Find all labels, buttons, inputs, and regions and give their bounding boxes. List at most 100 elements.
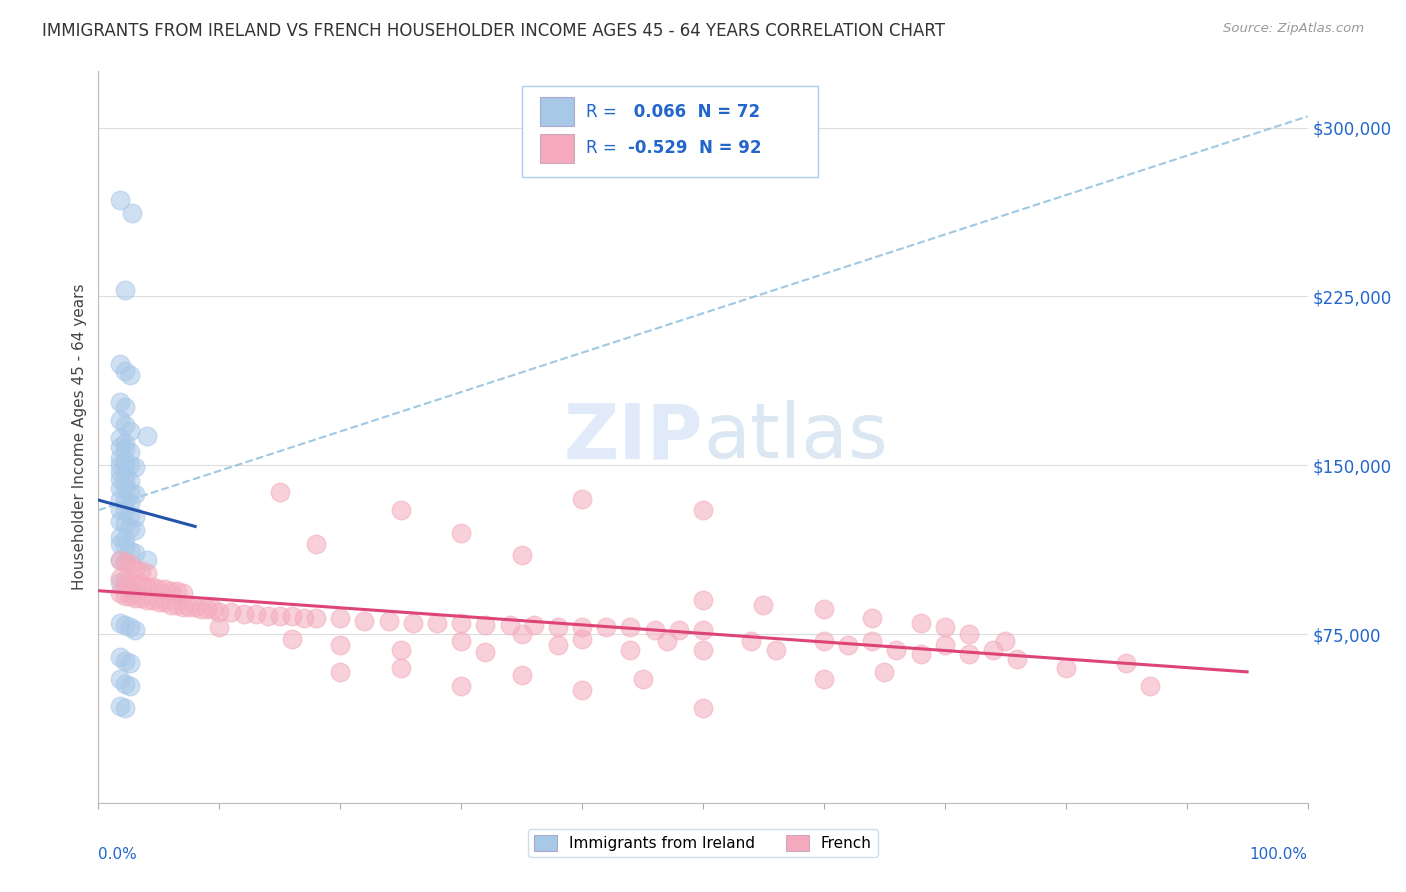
Point <box>256 609 278 624</box>
Point <box>389 503 412 517</box>
Point <box>329 638 352 652</box>
Point <box>124 591 146 605</box>
Point <box>692 623 714 637</box>
Point <box>172 599 194 614</box>
Point <box>114 442 136 457</box>
Point <box>450 525 472 540</box>
Point <box>269 485 291 500</box>
Point <box>135 553 157 567</box>
Point <box>910 615 932 630</box>
Point <box>655 633 678 648</box>
Point <box>121 206 143 220</box>
Point <box>114 539 136 553</box>
Point <box>118 620 141 634</box>
Point <box>232 607 254 621</box>
Point <box>886 642 908 657</box>
Point <box>281 609 304 624</box>
Point <box>108 586 131 600</box>
Point <box>619 620 641 634</box>
Point <box>114 364 136 378</box>
Point <box>740 633 762 648</box>
Point <box>353 614 375 628</box>
Text: Source: ZipAtlas.com: Source: ZipAtlas.com <box>1223 22 1364 36</box>
Point <box>1115 657 1137 671</box>
Point <box>118 657 141 671</box>
Point <box>118 425 141 439</box>
Point <box>118 444 141 458</box>
Point <box>114 458 136 473</box>
Point <box>108 537 131 551</box>
Point <box>934 620 956 634</box>
Point <box>129 591 152 605</box>
Point <box>114 573 136 587</box>
Text: R =: R = <box>586 139 621 157</box>
Point <box>160 584 183 599</box>
Point <box>108 575 131 590</box>
Point <box>108 431 131 445</box>
Text: R =: R = <box>586 103 621 120</box>
Point <box>108 472 131 486</box>
Point <box>118 582 141 596</box>
Point <box>389 661 412 675</box>
Point <box>860 611 883 625</box>
Text: 0.0%: 0.0% <box>98 847 138 862</box>
Point <box>547 620 569 634</box>
Legend: Immigrants from Ireland, French: Immigrants from Ireland, French <box>529 830 877 857</box>
Point <box>377 614 399 628</box>
Point <box>208 620 231 634</box>
Point <box>813 602 835 616</box>
Point <box>108 571 131 585</box>
Bar <box>540 134 574 163</box>
Point <box>208 605 231 619</box>
Point <box>148 595 170 609</box>
Point <box>108 357 131 371</box>
Point <box>114 467 136 482</box>
Point <box>166 598 188 612</box>
Point <box>510 548 533 562</box>
Point <box>692 701 714 715</box>
Point <box>269 609 291 624</box>
Point <box>124 623 146 637</box>
Point <box>160 598 183 612</box>
Point <box>474 618 496 632</box>
Point <box>389 642 412 657</box>
Point <box>129 577 152 591</box>
Point <box>498 618 520 632</box>
Point <box>523 618 546 632</box>
Point <box>957 647 980 661</box>
Point <box>450 615 472 630</box>
Point <box>114 533 136 547</box>
Point <box>619 642 641 657</box>
Point <box>118 485 141 500</box>
Point <box>114 453 136 467</box>
Point <box>571 620 593 634</box>
Point <box>166 584 188 599</box>
Point <box>934 638 956 652</box>
Point <box>292 611 315 625</box>
Point <box>752 598 775 612</box>
Text: atlas: atlas <box>703 401 887 474</box>
Point <box>124 577 146 591</box>
Point <box>118 558 141 572</box>
Point <box>118 521 141 535</box>
Point <box>108 465 131 479</box>
Point <box>135 566 157 581</box>
Point <box>108 615 131 630</box>
Point <box>108 553 131 567</box>
Point <box>124 510 146 524</box>
Point <box>692 593 714 607</box>
Point <box>474 645 496 659</box>
Point <box>957 627 980 641</box>
Point <box>329 665 352 680</box>
Point <box>245 607 267 621</box>
Point <box>195 602 218 616</box>
Point <box>108 699 131 714</box>
Point <box>692 503 714 517</box>
Point <box>108 491 131 506</box>
Point <box>114 555 136 569</box>
Point <box>571 683 593 698</box>
Point <box>179 599 201 614</box>
Point <box>118 575 141 590</box>
Point <box>114 503 136 517</box>
Point <box>114 654 136 668</box>
